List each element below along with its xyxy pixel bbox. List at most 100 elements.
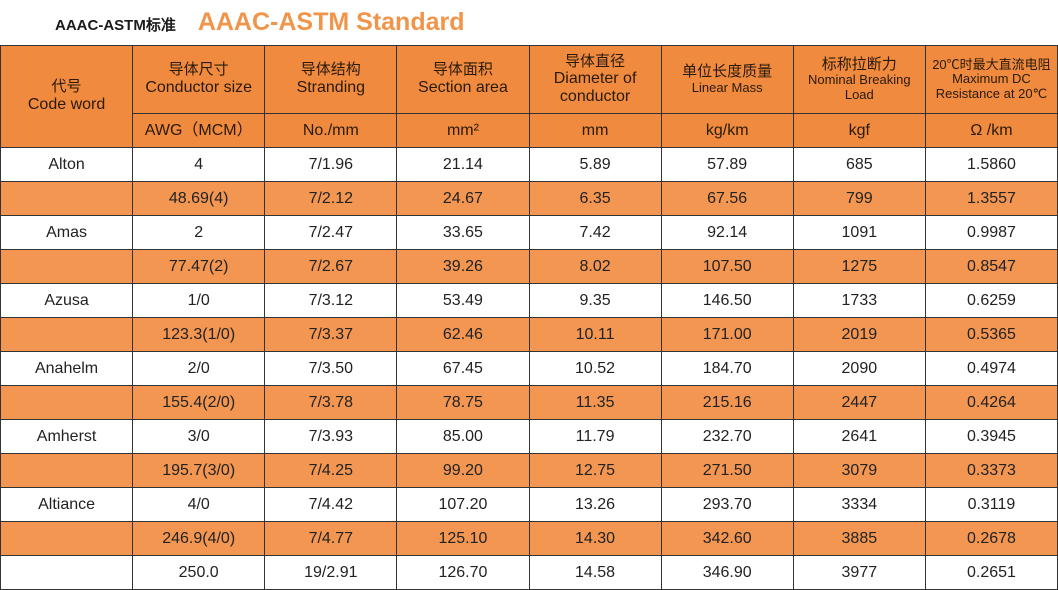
column-header: 导体直径 Diameter of conductor xyxy=(528,45,662,114)
unit-header: Ω /km xyxy=(924,113,1058,148)
header-en: Section area xyxy=(418,78,508,96)
table-cell: 1733 xyxy=(792,283,926,318)
table-cell: 19/2.91 xyxy=(264,555,398,590)
header-cn: 单位长度质量 xyxy=(682,63,773,81)
header-en: Diameter of conductor xyxy=(553,70,637,105)
table-cell: 7/1.96 xyxy=(264,147,398,182)
table-cell: 1.3557 xyxy=(924,181,1058,216)
table-cell: 1/0 xyxy=(132,283,266,318)
table-cell: 8.02 xyxy=(528,249,662,284)
table-cell: 14.58 xyxy=(528,555,662,590)
table-cell: 3334 xyxy=(792,487,926,522)
table-cell: 3977 xyxy=(792,555,926,590)
table-cell: 125.10 xyxy=(396,521,530,556)
header-en: Linear Mass xyxy=(691,79,763,95)
table-cell: 232.70 xyxy=(660,419,794,454)
table-cell: 0.3373 xyxy=(924,453,1058,488)
table-cell: 123.3(1/0) xyxy=(132,317,266,352)
table-row: 250.0 19/2.91 126.70 14.58 346.90 3977 0.2651 xyxy=(0,555,1058,590)
table-cell: 7/3.78 xyxy=(264,385,398,420)
header-en: Stranding xyxy=(296,78,366,96)
header-cn: 代号 xyxy=(51,78,82,96)
header-cn: 导体直径 xyxy=(565,52,626,70)
table-cell: 3079 xyxy=(792,453,926,488)
table-cell: 246.9(4/0) xyxy=(132,521,266,556)
table-cell: 99.20 xyxy=(396,453,530,488)
table-cell: 293.70 xyxy=(660,487,794,522)
table-cell: 4/0 xyxy=(132,487,266,522)
table-cell: 10.52 xyxy=(528,351,662,386)
table-cell: 0.8547 xyxy=(924,249,1058,284)
table-cell: 0.3945 xyxy=(924,419,1058,454)
table-cell: 67.56 xyxy=(660,181,794,216)
table-cell: 7/4.25 xyxy=(264,453,398,488)
table-cell: 2/0 xyxy=(132,351,266,386)
table-row: 195.7(3/0) 7/4.25 99.20 12.75 271.50 3079 0.33… xyxy=(0,453,1058,488)
column-header: 导体面积 Section area xyxy=(396,45,530,114)
column-header: 导体结构 Stranding xyxy=(264,45,398,114)
table-cell: 2090 xyxy=(792,351,926,386)
table-cell: 33.65 xyxy=(396,215,530,250)
table-cell: 21.14 xyxy=(396,147,530,182)
unit-header: kg/km xyxy=(660,113,794,148)
table-cell: 271.50 xyxy=(660,453,794,488)
table-cell: 11.79 xyxy=(528,419,662,454)
table-cell: 0.2678 xyxy=(924,521,1058,556)
table-cell: Amherst xyxy=(0,419,134,454)
table-cell: 2641 xyxy=(792,419,926,454)
header-en: Conductor size xyxy=(145,78,253,96)
header-cn: 标称拉断力 xyxy=(821,55,897,73)
table-row: Amherst 3/0 7/3.93 85.00 11.79 232.70 2641 0.39… xyxy=(0,419,1058,454)
table-cell: 1091 xyxy=(792,215,926,250)
header-en: Nominal Breaking Load xyxy=(808,72,911,102)
table-cell: 250.0 xyxy=(132,555,266,590)
table-cell: 11.35 xyxy=(528,385,662,420)
table-cell: 62.46 xyxy=(396,317,530,352)
table-cell: 3/0 xyxy=(132,419,266,454)
table-cell: 171.00 xyxy=(660,317,794,352)
table-row: Anahelm 2/0 7/3.50 67.45 10.52 184.70 2090 0.49… xyxy=(0,351,1058,386)
table-cell: Alton xyxy=(0,147,134,182)
table-row: 155.4(2/0) 7/3.78 78.75 11.35 215.16 2447 0.42… xyxy=(0,385,1058,420)
table-cell: 0.9987 xyxy=(924,215,1058,250)
table-cell: 107.50 xyxy=(660,249,794,284)
table-cell: 685 xyxy=(792,147,926,182)
table-cell: 0.4264 xyxy=(924,385,1058,420)
table-cell: 7/2.67 xyxy=(264,249,398,284)
unit-header: No./mm xyxy=(264,113,398,148)
table-cell xyxy=(0,385,134,420)
header-cn: 导体结构 xyxy=(300,61,361,79)
table-cell: 7.42 xyxy=(528,215,662,250)
table-cell: 92.14 xyxy=(660,215,794,250)
table-cell: 14.30 xyxy=(528,521,662,556)
table-cell xyxy=(0,453,134,488)
table-cell: 0.6259 xyxy=(924,283,1058,318)
column-header: 单位长度质量 Linear Mass xyxy=(660,45,794,114)
table-cell: 0.4974 xyxy=(924,351,1058,386)
table-cell: 9.35 xyxy=(528,283,662,318)
unit-header: mm xyxy=(528,113,662,148)
column-header: 代号 Code word xyxy=(0,45,134,148)
unit-header: mm² xyxy=(396,113,530,148)
table-cell: 6.35 xyxy=(528,181,662,216)
table-cell: 13.26 xyxy=(528,487,662,522)
table-cell: 146.50 xyxy=(660,283,794,318)
table-cell: 184.70 xyxy=(660,351,794,386)
table-cell: 0.2651 xyxy=(924,555,1058,590)
table-cell: 39.26 xyxy=(396,249,530,284)
table-cell: 78.75 xyxy=(396,385,530,420)
page-title: AAAC-ASTM标准 AAAC-ASTM Standard xyxy=(55,8,465,37)
table-cell: 7/3.93 xyxy=(264,419,398,454)
table-cell xyxy=(0,317,134,352)
unit-header: kgf xyxy=(792,113,926,148)
table-cell: 4 xyxy=(132,147,266,182)
table-cell: 7/3.50 xyxy=(264,351,398,386)
title-en: AAAC-ASTM Standard xyxy=(197,8,465,36)
table-cell: Altiance xyxy=(0,487,134,522)
header-en: Code word xyxy=(27,95,106,113)
table-cell: 342.60 xyxy=(660,521,794,556)
table-cell: 12.75 xyxy=(528,453,662,488)
table-cell: 53.49 xyxy=(396,283,530,318)
table-cell xyxy=(0,521,134,556)
header-cn: 导体尺寸 xyxy=(168,61,229,79)
